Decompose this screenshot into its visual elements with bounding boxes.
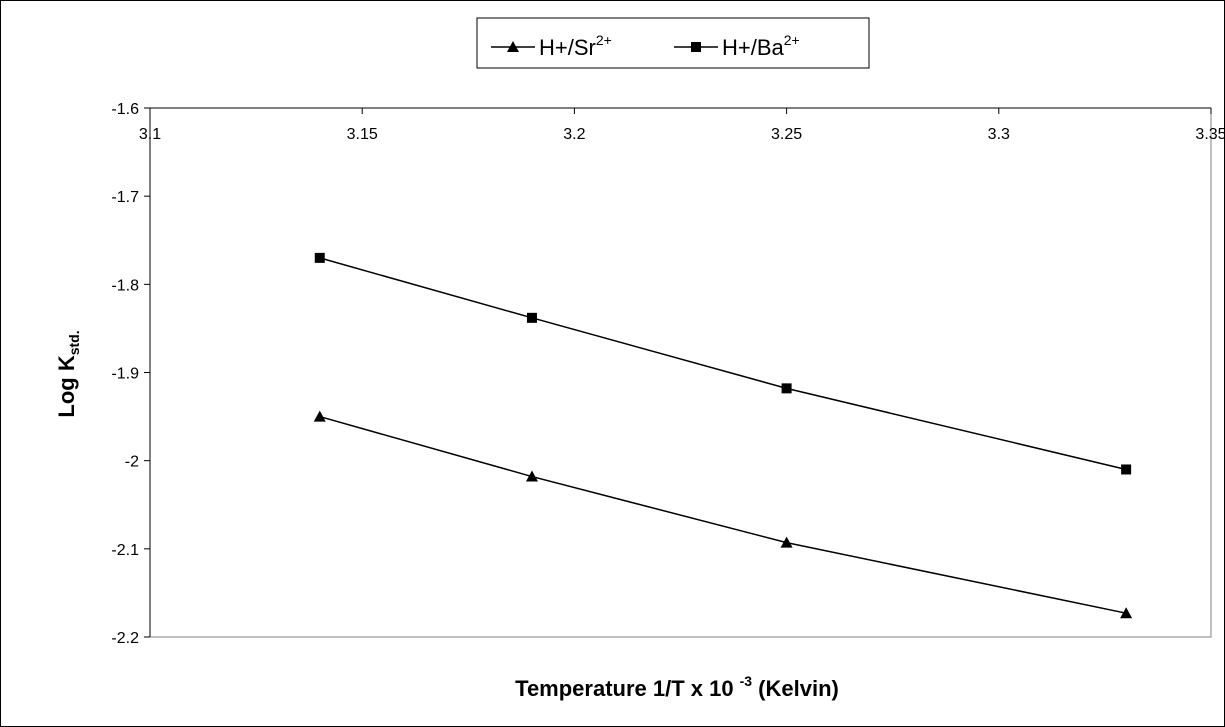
x-ticks: 3.1 3.15 3.2 3.25 3.3 3.35 <box>139 108 1224 143</box>
x-tick-label: 3.1 <box>139 126 161 143</box>
x-tick-label: 3.2 <box>563 126 585 143</box>
legend: H+/Sr2+ H+/Ba2+ <box>476 17 870 69</box>
series-2-point <box>1121 464 1132 475</box>
y-tick-label: -1.6 <box>111 101 139 118</box>
plot-area <box>149 107 1212 638</box>
y-tick-label: -2.2 <box>111 630 139 647</box>
y-tick-label: -2 <box>125 454 139 471</box>
legend-box <box>476 17 870 69</box>
x-axis-title-suffix: (Kelvin) <box>752 676 839 701</box>
series-layer <box>313 252 1133 619</box>
series-1-point <box>525 470 538 482</box>
y-axis-title: Log Kstd. <box>54 330 82 417</box>
series-1-point <box>1120 607 1133 619</box>
x-axis-title: Temperature 1/T x 10 -3 (Kelvin) <box>515 673 839 701</box>
legend-marker-2 <box>691 42 701 52</box>
y-ticks: -1.6 -1.7 -1.8 -1.9 -2 -2.1 -2.2 <box>111 101 150 647</box>
legend-label-name: H+/Sr <box>539 35 596 60</box>
series-line-1 <box>319 415 1127 614</box>
x-axis-title-main: Temperature 1/T x 10 <box>515 676 733 701</box>
legend-label-name: H+/Ba <box>722 35 785 60</box>
series-1-point <box>313 410 326 422</box>
legend-label-sup: 2+ <box>596 32 612 48</box>
legend-label-2: H+/Ba2+ <box>722 32 800 60</box>
series-line-2 <box>319 257 1127 471</box>
x-tick-label: 3.35 <box>1195 126 1224 143</box>
series-2-point <box>526 312 537 323</box>
y-tick-label: -2.1 <box>111 542 139 559</box>
y-axis-title-sub: std. <box>66 330 82 355</box>
series-2-point <box>781 383 792 394</box>
legend-label-sup: 2+ <box>784 32 800 48</box>
x-tick-label: 3.25 <box>771 126 802 143</box>
legend-items: H+/Sr2+ H+/Ba2+ <box>491 32 800 60</box>
x-axis-title-sup: -3 <box>740 673 753 689</box>
y-tick-label: -1.9 <box>111 366 139 383</box>
y-tick-label: -1.7 <box>111 189 139 206</box>
series-2-point <box>314 252 325 263</box>
x-tick-label: 3.3 <box>988 126 1010 143</box>
series-1-point <box>780 536 793 548</box>
legend-marker-1 <box>507 41 519 52</box>
y-axis-title-main: Log K <box>54 355 79 417</box>
legend-label-1: H+/Sr2+ <box>539 32 612 60</box>
x-tick-label: 3.15 <box>347 126 378 143</box>
y-tick-label: -1.8 <box>111 277 139 294</box>
